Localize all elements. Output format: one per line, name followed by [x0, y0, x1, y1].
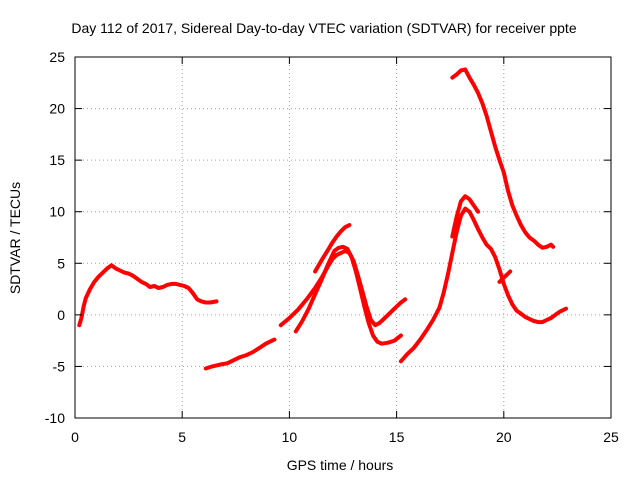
plot-frame [74, 56, 612, 419]
y-tick-label: -5 [53, 358, 66, 374]
grid-lines [75, 57, 611, 418]
y-tick-label: -10 [45, 410, 65, 426]
x-tick-label: 0 [71, 429, 79, 445]
series-group [77, 67, 568, 371]
series-line-arc-8 [497, 269, 513, 284]
y-tick-label: 5 [57, 255, 65, 271]
y-tick-labels: -10 -5 0 5 10 15 20 25 [45, 49, 65, 426]
axis-ticks [74, 56, 612, 419]
series-line-arc-4 [293, 244, 403, 346]
series-line-arc-6 [398, 206, 568, 364]
y-tick-label: 10 [49, 204, 65, 220]
x-tick-label: 10 [282, 429, 298, 445]
x-tick-label: 20 [496, 429, 512, 445]
series-line-arc-5 [313, 223, 352, 274]
y-tick-label: 0 [57, 307, 65, 323]
x-tick-label: 15 [389, 429, 405, 445]
y-tick-label: 20 [49, 101, 65, 117]
series-line-arc-7 [450, 194, 481, 239]
chart-title: Day 112 of 2017, Sidereal Day-to-day VTE… [71, 20, 576, 36]
y-axis-title: SDTVAR / TECUs [7, 182, 23, 294]
x-tick-label: 25 [603, 429, 619, 445]
x-tick-label: 5 [178, 429, 186, 445]
series-line-arc-9 [450, 67, 556, 250]
series-line-arc-2 [203, 337, 277, 371]
x-tick-labels: 0 5 10 15 20 25 [71, 429, 619, 445]
y-tick-label: 25 [49, 49, 65, 65]
y-tick-label: 15 [49, 152, 65, 168]
series-line-arc-1 [77, 263, 219, 328]
x-axis-title: GPS time / hours [287, 457, 394, 473]
